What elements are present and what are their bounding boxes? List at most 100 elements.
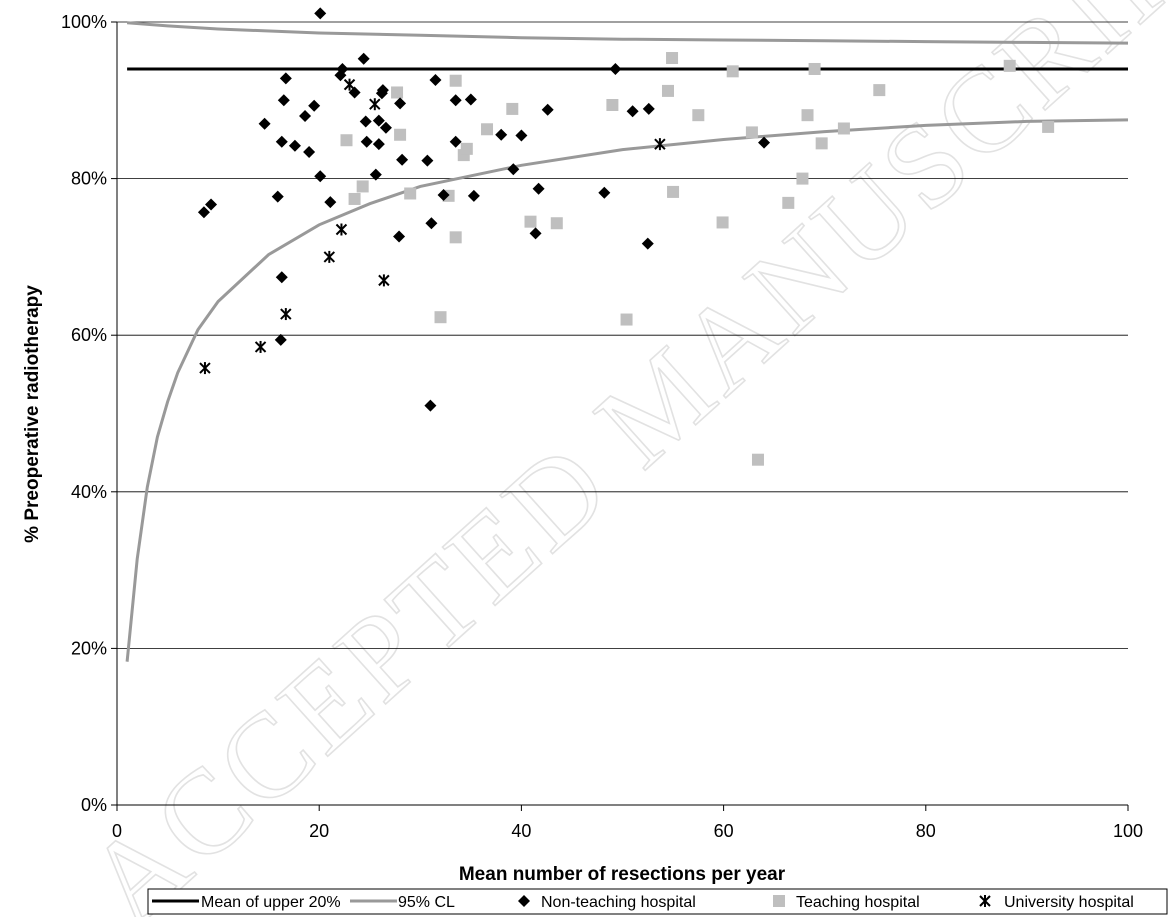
point-non-teaching-hospital — [288, 139, 301, 152]
point-non-teaching-hospital — [541, 103, 554, 116]
point-non-teaching-hospital — [360, 135, 373, 148]
point-non-teaching-hospital — [642, 102, 655, 115]
point-non-teaching-hospital — [515, 129, 528, 142]
point-teaching-hospital — [808, 62, 821, 75]
point-teaching-hospital — [340, 134, 353, 147]
point-teaching-hospital — [606, 98, 619, 111]
y-tick-label: 40% — [71, 482, 107, 502]
axes: 0% 20% 40% 60% 80% 100% 0 20 40 60 80 100 — [61, 12, 1143, 841]
legend-label-university: University hospital — [1004, 894, 1134, 911]
data-points — [197, 7, 1055, 466]
x-tick-label: 80 — [916, 821, 936, 841]
point-non-teaching-hospital — [324, 196, 337, 209]
y-axis-title: % Preoperative radiotherapy — [22, 285, 43, 543]
point-university-hospital — [199, 362, 211, 375]
legend-swatch-non-teaching — [518, 895, 530, 907]
point-teaching-hospital — [1003, 59, 1016, 72]
point-teaching-hospital — [782, 196, 795, 209]
point-teaching-hospital — [745, 126, 758, 139]
point-teaching-hospital — [661, 84, 674, 97]
point-non-teaching-hospital — [396, 153, 409, 166]
point-non-teaching-hospital — [507, 163, 520, 176]
point-non-teaching-hospital — [308, 99, 321, 112]
point-teaching-hospital — [1042, 120, 1055, 133]
point-non-teaching-hospital — [277, 94, 290, 107]
point-non-teaching-hospital — [467, 189, 480, 202]
point-university-hospital — [654, 138, 666, 151]
point-teaching-hospital — [751, 453, 764, 466]
legend-label-teaching: Teaching hospital — [796, 894, 920, 911]
point-university-hospital — [378, 274, 390, 287]
point-non-teaching-hospital — [348, 86, 361, 99]
point-non-teaching-hospital — [464, 93, 477, 106]
point-non-teaching-hospital — [437, 189, 450, 202]
legend-label-cl: 95% CL — [398, 894, 455, 911]
point-teaching-hospital — [356, 180, 369, 193]
point-teaching-hospital — [524, 215, 537, 228]
point-non-teaching-hospital — [274, 333, 287, 346]
watermark-text: ACCEPTED MANUSCRIPT — [61, 0, 1174, 917]
y-tick-label: 80% — [71, 169, 107, 189]
point-teaching-hospital — [348, 192, 361, 205]
point-teaching-hospital — [481, 123, 494, 136]
point-teaching-hospital — [460, 142, 473, 155]
point-teaching-hospital — [506, 102, 519, 115]
point-non-teaching-hospital — [372, 114, 385, 127]
point-non-teaching-hospital — [609, 62, 622, 75]
x-tick-label: 20 — [309, 821, 329, 841]
x-tick-label: 60 — [714, 821, 734, 841]
point-non-teaching-hospital — [532, 182, 545, 195]
point-teaching-hospital — [394, 128, 407, 141]
point-teaching-hospital — [873, 84, 886, 97]
point-teaching-hospital — [620, 313, 633, 326]
point-non-teaching-hospital — [369, 168, 382, 181]
series-95-cl-upper — [126, 21, 1129, 45]
point-non-teaching-hospital — [303, 145, 316, 158]
point-non-teaching-hospital — [372, 138, 385, 151]
point-teaching-hospital — [801, 109, 814, 122]
point-non-teaching-hospital — [424, 399, 437, 412]
y-tick-label: 60% — [71, 325, 107, 345]
point-non-teaching-hospital — [394, 97, 407, 110]
series-95-cl-lower — [125, 118, 1129, 662]
y-tick-label: 0% — [81, 795, 107, 815]
point-non-teaching-hospital — [314, 7, 327, 20]
point-teaching-hospital — [449, 231, 462, 244]
gridlines — [117, 21, 1128, 649]
x-tick-label: 0 — [112, 821, 122, 841]
line-series — [125, 21, 1129, 662]
point-non-teaching-hospital — [271, 190, 284, 203]
point-university-hospital — [343, 78, 356, 91]
point-university-hospital — [254, 340, 267, 353]
watermark: ACCEPTED MANUSCRIPT — [60, 0, 1174, 917]
point-non-teaching-hospital — [205, 198, 218, 211]
point-teaching-hospital — [391, 86, 404, 99]
point-non-teaching-hospital — [314, 170, 327, 183]
point-non-teaching-hospital — [641, 237, 654, 250]
point-non-teaching-hospital — [495, 128, 508, 141]
x-tick-label: 100 — [1113, 821, 1143, 841]
point-non-teaching-hospital — [626, 105, 639, 118]
legend: Mean of upper 20% 95% CL Non-teaching hosp… — [147, 888, 1168, 915]
point-teaching-hospital — [449, 74, 462, 87]
legend-swatch-university — [979, 895, 991, 907]
point-teaching-hospital — [667, 185, 680, 198]
point-non-teaching-hospital — [449, 94, 462, 107]
point-non-teaching-hospital — [379, 121, 392, 134]
point-teaching-hospital — [796, 172, 809, 185]
point-non-teaching-hospital — [299, 109, 312, 122]
point-non-teaching-hospital — [197, 206, 210, 219]
point-non-teaching-hospital — [359, 115, 372, 128]
point-university-hospital — [280, 308, 292, 321]
point-university-hospital — [323, 250, 336, 263]
point-teaching-hospital — [404, 187, 417, 200]
y-tick-label: 20% — [71, 638, 107, 658]
point-university-hospital — [369, 98, 381, 111]
point-teaching-hospital — [692, 109, 705, 122]
point-teaching-hospital — [434, 311, 447, 324]
x-tick-label: 40 — [511, 821, 531, 841]
point-non-teaching-hospital — [336, 62, 349, 75]
point-teaching-hospital — [815, 137, 828, 150]
legend-swatch-teaching — [773, 895, 785, 907]
